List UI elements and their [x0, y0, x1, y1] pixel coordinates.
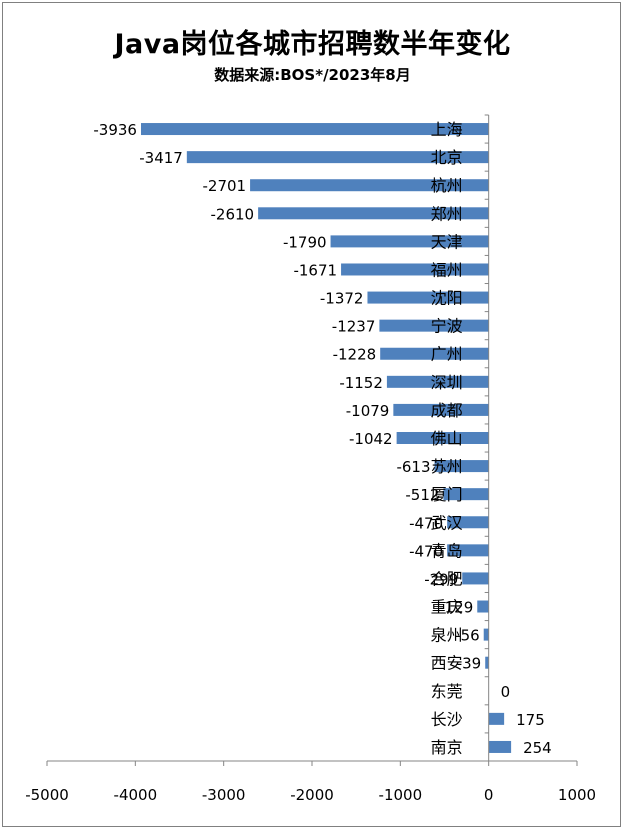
- category-label: 郑州: [431, 204, 463, 223]
- category-label: 北京: [431, 148, 463, 167]
- data-label: 0: [501, 683, 511, 701]
- category-label: 厦门: [431, 485, 463, 504]
- data-label: 254: [523, 739, 552, 757]
- bar-1: [186, 151, 489, 164]
- category-label: 宁波: [431, 317, 463, 336]
- bar-10: [393, 403, 489, 416]
- data-label: -3936: [93, 121, 137, 139]
- x-tick-label: 1000: [558, 786, 596, 804]
- bars-group: [140, 123, 512, 753]
- data-label: -1671: [293, 261, 337, 279]
- category-label: 泉州: [431, 626, 463, 645]
- category-label: 长沙: [431, 710, 463, 729]
- bar-4: [330, 235, 489, 248]
- bar-11: [396, 432, 489, 444]
- x-tick-label: -2000: [290, 786, 334, 804]
- data-label: 175: [516, 711, 545, 729]
- x-axis: -5000 -4000 -3000 -2000 -1000 0 1000: [25, 114, 596, 804]
- data-label: -470: [409, 514, 443, 532]
- data-label: -2610: [211, 205, 255, 223]
- bar-12: [434, 460, 489, 473]
- data-label: -512: [405, 486, 439, 504]
- data-label: -1237: [332, 318, 376, 336]
- bar-17: [477, 600, 489, 613]
- bar-9: [386, 375, 489, 388]
- category-label: 沈阳: [431, 289, 463, 308]
- data-label: -1152: [339, 374, 383, 392]
- category-label: 武汉: [431, 513, 463, 532]
- data-label: -1228: [333, 346, 377, 364]
- bar-0: [140, 123, 489, 136]
- data-label: -613: [396, 458, 430, 476]
- bar-19: [485, 656, 489, 669]
- data-label: -1790: [283, 233, 327, 251]
- x-tick-label: -4000: [114, 786, 158, 804]
- data-label: -299: [424, 570, 458, 588]
- data-label: -3417: [139, 149, 183, 167]
- category-label: 上海: [431, 120, 463, 139]
- bar-2: [250, 179, 489, 192]
- category-label: 西安: [431, 654, 463, 673]
- category-label: 苏州: [431, 457, 463, 476]
- x-tick-label: 0: [484, 786, 494, 804]
- data-label: -2701: [202, 177, 246, 195]
- data-label: -1372: [320, 290, 364, 308]
- category-labels: 上海北京杭州郑州天津福州沈阳宁波广州深圳成都佛山苏州厦门武汉青岛合肥重庆泉州西安…: [431, 120, 463, 757]
- bar-16: [462, 572, 489, 585]
- category-label: 佛山: [431, 429, 463, 448]
- x-tick-label: -1000: [379, 786, 423, 804]
- x-tick-label: -5000: [25, 786, 69, 804]
- data-label: -1079: [346, 402, 390, 420]
- data-label: -470: [409, 542, 443, 560]
- bar-3: [258, 207, 489, 220]
- category-label: 福州: [431, 260, 463, 279]
- category-label: 成都: [431, 401, 463, 420]
- bar-8: [380, 347, 489, 360]
- bar-6: [367, 291, 489, 304]
- data-label: -1042: [349, 430, 393, 448]
- bar-14: [447, 516, 489, 529]
- bar-13: [443, 488, 489, 501]
- bar-22: [488, 740, 512, 753]
- bar-21: [488, 712, 505, 725]
- category-label: 杭州: [431, 176, 463, 195]
- category-label: 青岛: [431, 541, 463, 560]
- category-label: 重庆: [431, 598, 463, 617]
- category-label: 东莞: [431, 682, 463, 701]
- category-label: 深圳: [431, 373, 463, 392]
- category-label: 天津: [431, 232, 463, 251]
- category-label: 南京: [431, 738, 463, 757]
- data-label: -56: [455, 627, 480, 645]
- category-label: 合肥: [431, 569, 463, 588]
- data-labels: -3936-3417 -2701 -2610 -1790 -1671 -1372 -1237…: [93, 121, 551, 757]
- bar-18: [483, 628, 489, 641]
- x-tick-label: -3000: [202, 786, 246, 804]
- data-label: -39: [457, 655, 482, 673]
- bar-5: [341, 263, 489, 276]
- bar-15: [447, 544, 489, 557]
- data-label: -129: [439, 599, 473, 617]
- chart-subtitle: 数据来源:BOS*/2023年8月: [214, 66, 411, 84]
- bar-7: [379, 319, 489, 332]
- chart-title: Java岗位各城市招聘数半年变化: [114, 29, 511, 60]
- category-label: 广州: [431, 345, 463, 364]
